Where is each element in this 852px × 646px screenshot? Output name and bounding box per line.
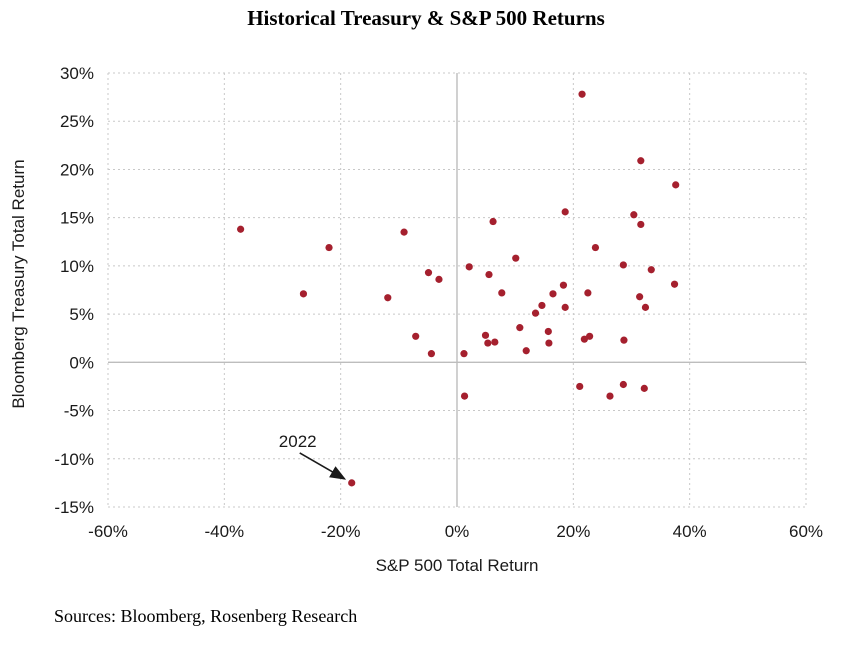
data-point (516, 324, 524, 332)
data-point (620, 336, 628, 344)
data-point (647, 266, 655, 274)
x-tick-label: -40% (204, 522, 244, 541)
tick-labels: -60% -40% -20% 0% 20% 40% 60% -15% -10% -5% 0% 5% 10… (54, 64, 823, 541)
y-tick-label: 15% (60, 209, 94, 228)
data-point (325, 243, 333, 252)
data-point (427, 350, 436, 358)
data-point (544, 327, 552, 336)
chart-title: Historical Treasury & S&P 500 Returns (247, 6, 605, 30)
data-point (489, 217, 497, 226)
data-point (549, 290, 557, 298)
annotation-arrow (299, 452, 347, 480)
data-point (460, 350, 468, 358)
data-point (412, 332, 420, 340)
data-point (636, 293, 644, 301)
data-point (637, 220, 645, 229)
data-point (606, 392, 614, 400)
data-point (484, 339, 492, 347)
annotation: 2022 (279, 432, 347, 480)
y-tick-label: -10% (54, 450, 94, 469)
data-point (481, 331, 490, 339)
data-point (299, 290, 308, 298)
data-point (584, 289, 592, 297)
data-point (491, 338, 499, 346)
data-point (640, 384, 648, 392)
x-tick-label: -20% (321, 522, 361, 541)
y-tick-label: 20% (60, 160, 94, 179)
x-tick-label: 0% (445, 522, 470, 541)
data-point (578, 90, 586, 98)
y-tick-label: 30% (60, 64, 94, 83)
data-point (538, 301, 546, 310)
data-point (424, 269, 433, 277)
data-point (348, 479, 356, 487)
data-points (237, 90, 680, 487)
data-point (460, 392, 469, 400)
x-tick-label: 20% (556, 522, 590, 541)
data-point (522, 347, 530, 355)
y-tick-label: 25% (60, 112, 94, 131)
data-point (384, 294, 392, 302)
data-point (641, 303, 650, 311)
data-point (237, 225, 245, 233)
x-tick-label: 40% (673, 522, 707, 541)
data-point (580, 335, 588, 343)
data-point (561, 208, 569, 216)
data-point (670, 280, 679, 288)
y-tick-label: 10% (60, 257, 94, 276)
data-point (512, 254, 520, 262)
data-point (561, 303, 569, 311)
data-point (619, 380, 627, 389)
data-point (586, 332, 594, 340)
x-tick-label: 60% (789, 522, 823, 541)
x-axis-label: S&P 500 Total Return (376, 556, 539, 575)
source-note: Sources: Bloomberg, Rosenberg Research (54, 606, 358, 626)
data-point (672, 181, 680, 189)
scatter-chart: -60% -40% -20% 0% 20% 40% 60% -15% -10% -5% 0% 5% 10… (9, 64, 823, 575)
annotation-label: 2022 (279, 432, 317, 451)
axes (108, 73, 806, 507)
x-tick-label: -60% (88, 522, 128, 541)
data-point (637, 157, 645, 165)
data-point (630, 211, 638, 219)
data-point (559, 281, 568, 289)
y-tick-label: 0% (69, 353, 94, 372)
y-tick-label: 5% (69, 305, 94, 324)
y-tick-label: -5% (64, 402, 94, 421)
data-point (619, 261, 627, 269)
data-point (498, 289, 506, 297)
data-point (576, 382, 584, 391)
data-point (465, 263, 473, 271)
data-point (485, 270, 493, 279)
y-axis-label: Bloomberg Treasury Total Return (9, 159, 28, 408)
data-point (531, 309, 540, 317)
data-point (400, 228, 408, 236)
data-point (591, 243, 600, 252)
data-point (435, 275, 443, 283)
data-point (545, 339, 553, 347)
y-tick-label: -15% (54, 498, 94, 517)
